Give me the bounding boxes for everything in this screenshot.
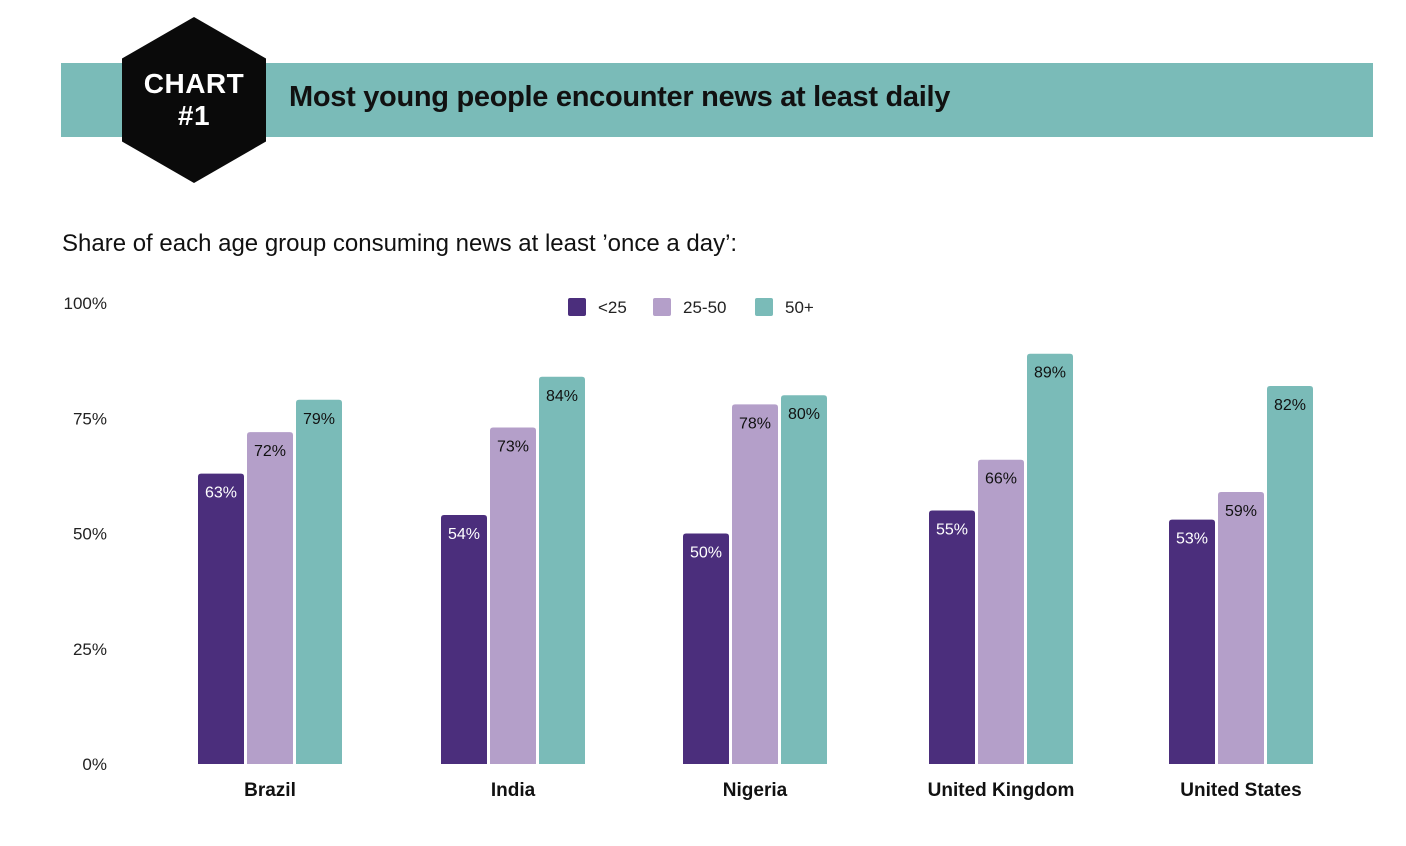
legend-swatch (755, 298, 773, 316)
bar-value-label: 79% (303, 411, 335, 428)
x-category-label: Nigeria (723, 780, 788, 801)
bar-value-label: 89% (1034, 365, 1066, 382)
bar (441, 515, 487, 764)
bar (490, 427, 536, 764)
bar-value-label: 54% (448, 526, 480, 543)
x-category-label: Brazil (244, 780, 296, 801)
bar-value-label: 59% (1225, 503, 1257, 520)
bar-value-label: 53% (1176, 531, 1208, 548)
bar (247, 432, 293, 764)
bar (296, 399, 342, 764)
bar (539, 376, 585, 764)
bar-value-label: 72% (254, 443, 286, 460)
x-category-label: United Kingdom (928, 780, 1075, 801)
legend-swatch (653, 298, 671, 316)
y-tick-label: 25% (73, 640, 107, 659)
bar (732, 404, 778, 764)
chart-title: Most young people encounter news at leas… (289, 81, 951, 113)
chart-number-badge: CHART #1 (122, 17, 266, 183)
bar (929, 510, 975, 764)
y-tick-label: 50% (73, 525, 107, 544)
bar-value-label: 63% (205, 485, 237, 502)
legend-label: 25-50 (683, 298, 726, 317)
bar-value-label: 66% (985, 471, 1017, 488)
y-tick-label: 75% (73, 409, 107, 428)
legend-label: <25 (598, 298, 627, 317)
bar-value-label: 80% (788, 406, 820, 423)
bar-value-label: 73% (497, 438, 529, 455)
bar (683, 533, 729, 764)
bar-value-label: 50% (690, 545, 722, 562)
bar (978, 459, 1024, 764)
y-tick-label: 100% (64, 294, 107, 313)
bar (1218, 492, 1264, 764)
title-banner (61, 63, 1373, 137)
chart-subtitle: Share of each age group consuming news a… (62, 230, 738, 257)
y-tick-label: 0% (82, 755, 107, 774)
badge-line-2: #1 (177, 100, 211, 131)
bar (1169, 519, 1215, 764)
bar-value-label: 82% (1274, 397, 1306, 414)
bar (198, 473, 244, 764)
bar-value-label: 78% (739, 415, 771, 432)
bar (1267, 385, 1313, 764)
bar (1027, 353, 1073, 764)
bar-value-label: 84% (546, 388, 578, 405)
x-category-label: United States (1180, 780, 1301, 801)
badge-line-1: CHART (143, 68, 245, 99)
legend-label: 50+ (785, 298, 814, 317)
legend-swatch (568, 298, 586, 316)
x-category-label: India (491, 780, 536, 801)
bar (781, 395, 827, 764)
bar-value-label: 55% (936, 521, 968, 538)
